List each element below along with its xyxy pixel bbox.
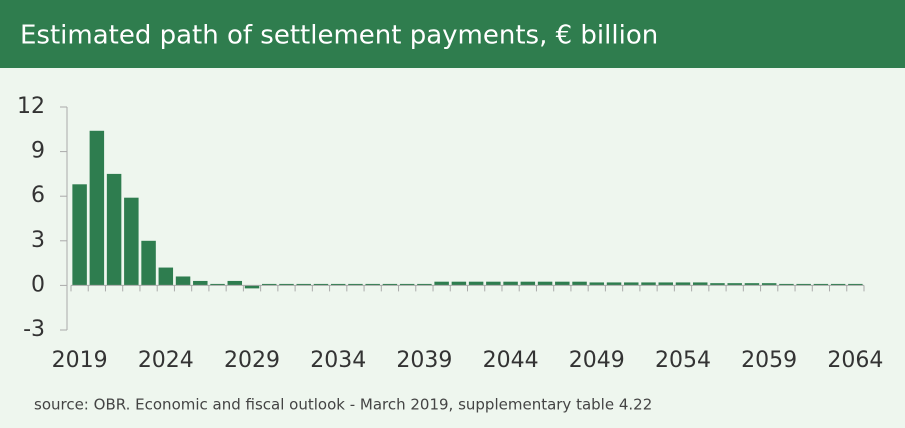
bar [658, 282, 673, 286]
bar [417, 283, 432, 286]
y-tick-label: 12 [17, 94, 45, 119]
bar [434, 281, 449, 286]
y-tick-label: -3 [23, 317, 45, 342]
x-tick-label: 2044 [483, 348, 539, 373]
bar [744, 283, 760, 286]
y-tick-label: 9 [31, 139, 45, 164]
bar [675, 282, 691, 286]
bar [210, 283, 225, 286]
bar [158, 267, 174, 286]
title-bar [0, 0, 905, 68]
bar [330, 283, 346, 286]
source-note: source: OBR. Economic and fiscal outlook… [34, 396, 652, 414]
chart-title: Estimated path of settlement payments, €… [20, 21, 658, 51]
bar [503, 281, 518, 286]
bar [89, 130, 105, 286]
x-tick-label: 2054 [655, 348, 711, 373]
x-tick-label: 2039 [396, 348, 452, 373]
bar [451, 281, 467, 286]
bar [468, 281, 484, 286]
bar [141, 240, 156, 286]
bar [537, 281, 553, 286]
y-tick-label: 3 [31, 228, 45, 253]
bar [641, 282, 656, 286]
x-tick-label: 2029 [224, 348, 280, 373]
x-tick-label: 2064 [827, 348, 883, 373]
bar [830, 283, 846, 286]
bar [262, 283, 277, 286]
bar [555, 281, 570, 286]
bar [279, 283, 294, 286]
x-tick-label: 2019 [52, 348, 108, 373]
bar [365, 283, 380, 286]
bar [624, 282, 639, 286]
bar [348, 283, 363, 286]
bar [727, 283, 742, 286]
bar [193, 280, 208, 286]
bar [796, 283, 811, 286]
bar [175, 276, 191, 286]
bar [710, 283, 725, 286]
bar [227, 280, 243, 286]
bar [813, 283, 829, 286]
y-tick-label: 0 [31, 272, 45, 297]
bar [382, 283, 398, 286]
bar [296, 283, 311, 286]
bar [72, 184, 87, 286]
bar [244, 285, 260, 289]
bar [761, 283, 777, 286]
bar [606, 282, 622, 286]
y-tick-label: 6 [31, 183, 45, 208]
bar [106, 173, 122, 286]
bar [313, 283, 329, 286]
x-tick-label: 2024 [138, 348, 194, 373]
bar [399, 283, 415, 286]
x-tick-label: 2049 [569, 348, 625, 373]
x-tick-label: 2059 [741, 348, 797, 373]
x-tick-label: 2034 [310, 348, 366, 373]
bar [848, 283, 863, 286]
bar [486, 281, 501, 286]
bar [124, 197, 139, 286]
bar [692, 282, 708, 286]
bar [779, 283, 794, 286]
bar [589, 282, 605, 286]
bar [572, 281, 587, 286]
bar [520, 281, 536, 286]
